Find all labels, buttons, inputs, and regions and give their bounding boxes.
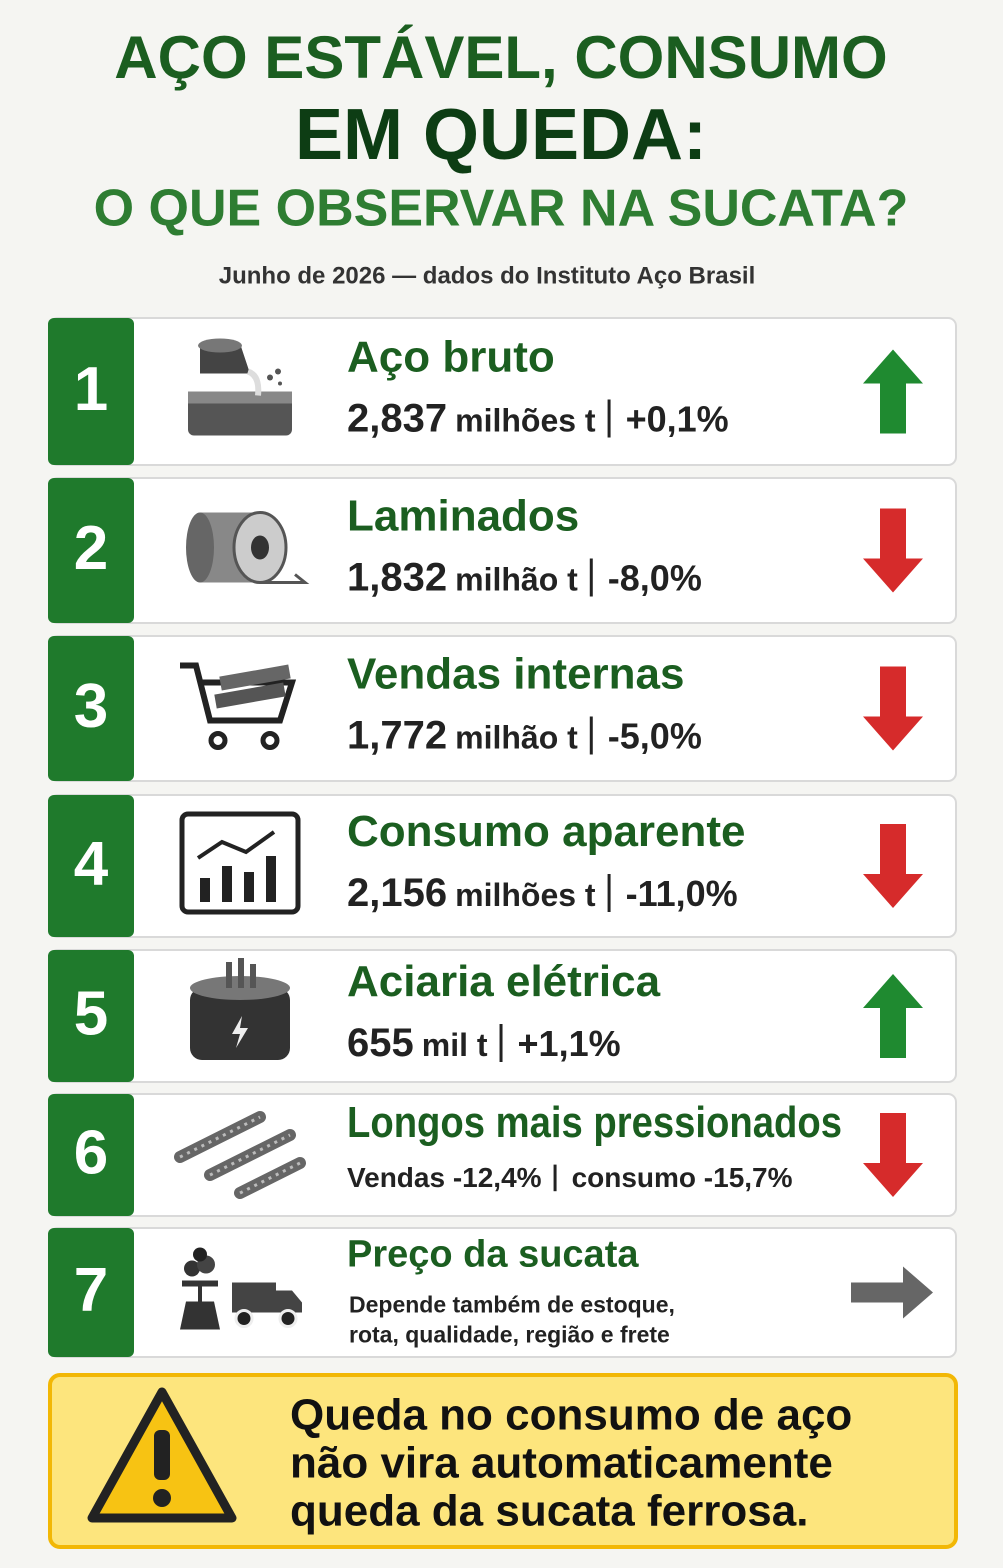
item-value-text: -8,0% xyxy=(608,558,702,599)
item-value-text: Vendas -12,4% xyxy=(347,1162,542,1193)
text-part: 655 xyxy=(347,1021,414,1065)
text-part: 2,837 xyxy=(347,397,447,441)
item-row: 1 Aço bruto 2,837 milhões t +0,1% xyxy=(48,317,957,466)
trend-arrow xyxy=(863,824,923,908)
text-part: +1,1% xyxy=(518,1023,621,1064)
item-title: Laminados xyxy=(347,492,579,541)
text-part: 1,772 xyxy=(347,714,447,758)
text-part: -8,0% xyxy=(608,558,702,599)
item-row: 2 Laminados 1,832 milhão t -8,0% xyxy=(48,477,957,624)
warning-icon xyxy=(87,1387,237,1523)
text-part: milhão t xyxy=(455,562,578,598)
number-badge xyxy=(48,636,134,781)
number-badge xyxy=(48,795,134,937)
item-row: 7 Preço da sucata Depende também de estoqu… xyxy=(48,1227,957,1358)
item-title: Aço bruto xyxy=(347,333,555,382)
separator xyxy=(589,716,593,755)
item-value-text: consumo -15,7% xyxy=(572,1162,793,1193)
item-number: 7 xyxy=(74,1256,108,1325)
number-badge xyxy=(48,478,134,623)
separator xyxy=(607,874,611,912)
text-part: -5,0% xyxy=(608,716,702,757)
title-line: EM QUEDA: xyxy=(295,95,707,175)
item-description: rota, qualidade, região e frete xyxy=(349,1322,670,1348)
item-value-text: +1,1% xyxy=(518,1023,621,1064)
number-badge xyxy=(48,318,134,465)
text-part: Vendas -12,4% xyxy=(347,1162,542,1193)
text-part: consumo -15,7% xyxy=(572,1162,793,1193)
item-number: 1 xyxy=(74,355,108,424)
item-number: 3 xyxy=(74,672,108,741)
item-description: Depende também de estoque, xyxy=(349,1292,675,1318)
text-part: -11,0% xyxy=(626,873,738,914)
text-part: 2,156 xyxy=(347,871,447,915)
trend-arrow xyxy=(851,1266,933,1319)
alert-text: Queda no consumo de aço xyxy=(290,1391,852,1440)
item-title: Aciaria elétrica xyxy=(347,957,661,1006)
title-line: O QUE OBSERVAR NA SUCATA? xyxy=(94,180,909,238)
text-part: milhão t xyxy=(455,720,578,756)
item-value-text: 655 mil t xyxy=(347,1021,488,1065)
item-title: Vendas internas xyxy=(347,650,684,699)
alert-text: queda da sucata ferrosa. xyxy=(290,1487,808,1536)
text-part: milhões t xyxy=(455,877,596,913)
item-value-text: -5,0% xyxy=(608,716,702,757)
item-title: Consumo aparente xyxy=(347,807,746,856)
separator xyxy=(589,558,593,597)
item-title: Longos mais pressionados xyxy=(347,1098,842,1147)
text-part: milhões t xyxy=(455,403,596,439)
item-number: 4 xyxy=(74,829,109,898)
trend-arrow xyxy=(863,666,923,751)
item-row: 3 Vendas internas 1,772 milhão t -5,0% xyxy=(48,635,957,782)
item-number: 2 xyxy=(74,514,108,583)
trend-arrow xyxy=(863,974,923,1058)
separator xyxy=(607,399,611,438)
item-value-text: 2,837 milhões t xyxy=(347,397,596,441)
separator xyxy=(499,1024,503,1062)
trend-arrow xyxy=(863,508,923,593)
text-part: mil t xyxy=(422,1027,488,1063)
number-badge xyxy=(48,950,134,1082)
item-number: 5 xyxy=(74,979,108,1048)
number-badge xyxy=(48,1094,134,1216)
item-value-text: -11,0% xyxy=(626,873,738,914)
separator xyxy=(553,1164,557,1192)
alert-text: não vira automaticamente xyxy=(290,1439,833,1488)
item-value-text: +0,1% xyxy=(626,399,729,440)
item-title: Preço da sucata xyxy=(347,1234,639,1276)
item-value-text: 1,772 milhão t xyxy=(347,714,578,758)
alert-box xyxy=(48,1373,958,1549)
item-value-text: 1,832 milhão t xyxy=(347,556,578,600)
item-row: 5 Aciaria elétrica 655 mil t +1,1% xyxy=(48,949,957,1083)
number-badge xyxy=(48,1228,134,1357)
text-part: +0,1% xyxy=(626,399,729,440)
item-row: 6 Longos mais pressionados Vendas -12,4% co… xyxy=(48,1093,957,1217)
title-line: AÇO ESTÁVEL, CONSUMO xyxy=(114,24,887,91)
trend-arrow xyxy=(863,349,923,434)
subtitle: Junho de 2026 — dados do Instituto Aço B… xyxy=(219,262,756,289)
item-row: 4 Consumo aparente 2,156 milhões t -11,0% xyxy=(48,794,957,938)
text-part: 1,832 xyxy=(347,556,447,600)
trend-arrow xyxy=(863,1113,923,1197)
item-value-text: 2,156 milhões t xyxy=(347,871,596,915)
item-number: 6 xyxy=(74,1118,108,1187)
